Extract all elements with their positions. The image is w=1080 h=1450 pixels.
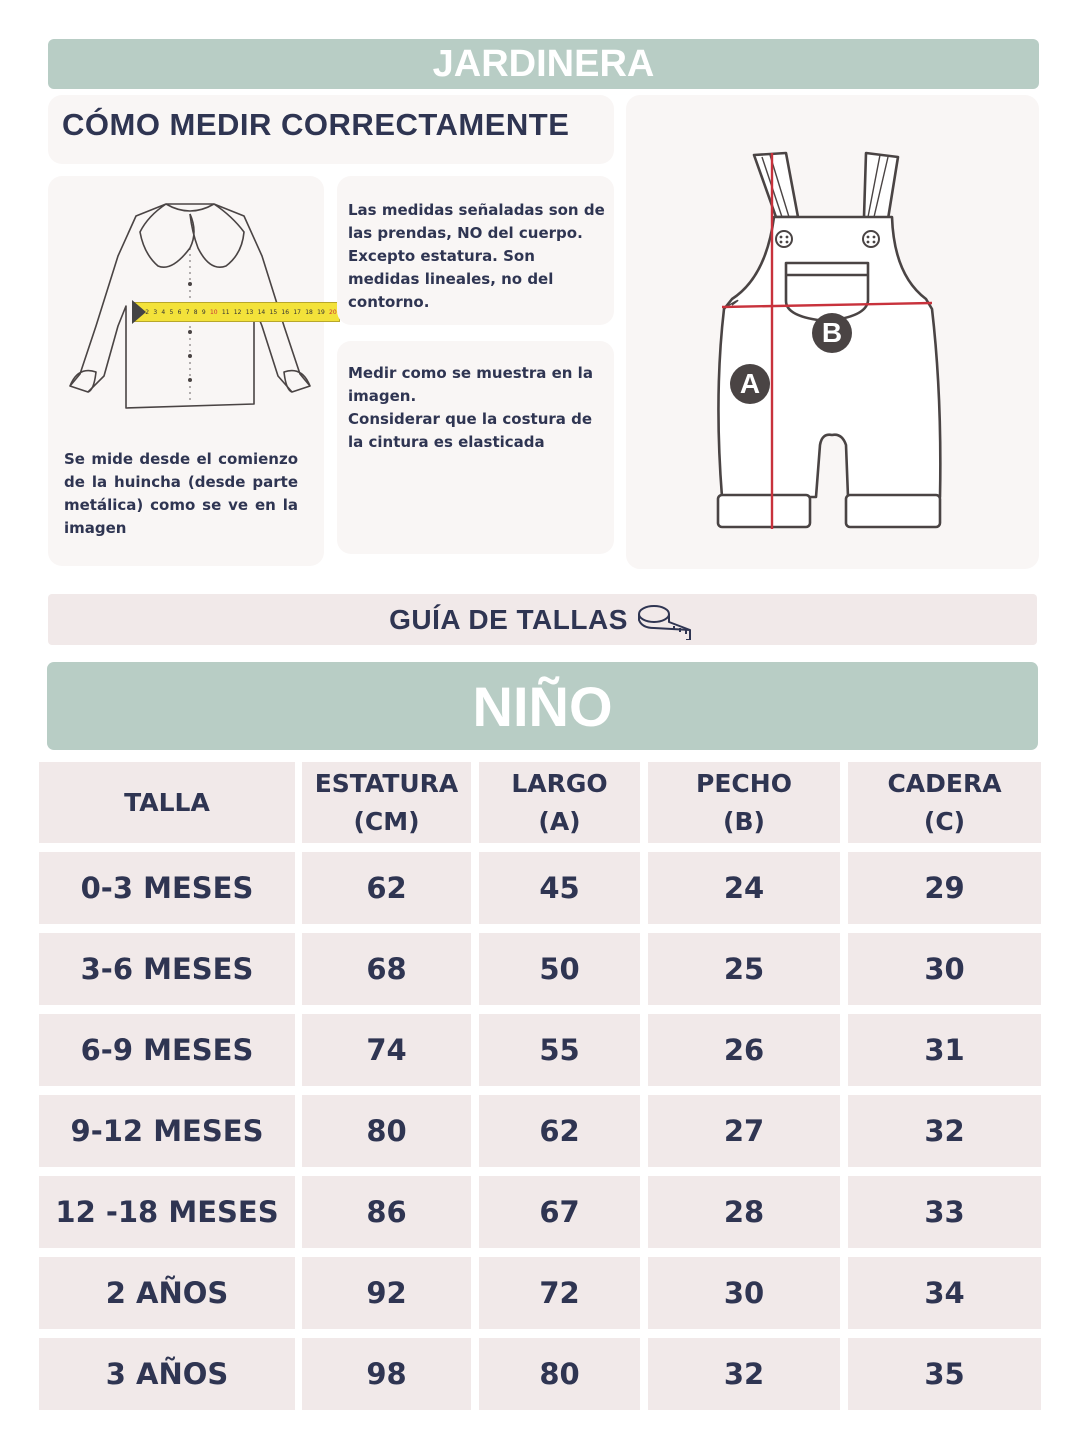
table-cell: 92 (302, 1257, 471, 1329)
header-pecho: PECHO (696, 768, 792, 798)
header-cell: CADERA (C) (848, 762, 1041, 843)
table-cell: 80 (302, 1095, 471, 1167)
header-pecho-code: (B) (723, 806, 765, 836)
table-cell: 28 (648, 1176, 840, 1248)
size-guide-label: GUÍA DE TALLAS (389, 603, 628, 635)
table-cell: 26 (648, 1014, 840, 1086)
table-cell: 72 (479, 1257, 640, 1329)
tape-number: 18 (305, 308, 313, 316)
table-cell: 2 AÑOS (39, 1257, 295, 1329)
table-cell: 35 (848, 1338, 1041, 1410)
tape-number: 13 (245, 308, 254, 316)
tape-number: 15 (269, 308, 278, 316)
tape-number: 7 (185, 308, 190, 316)
page-title: JARDINERA (432, 42, 655, 85)
measures-note-card: Las medidas señaladas son de las prendas… (337, 176, 614, 325)
tape-number: 2 (145, 308, 150, 316)
table-cell: 98 (302, 1338, 471, 1410)
header-largo: LARGO (511, 768, 608, 798)
shirt-illustration (69, 203, 311, 409)
tape-number: 20 (329, 308, 337, 316)
tape-number: 14 (257, 308, 266, 316)
tape-instruction-card: 1 2 3 4 5 6 7 8 9 10 11 12 13 14 15 16 1… (48, 176, 340, 566)
measuring-tape-icon (637, 604, 691, 640)
table-cell: 30 (648, 1257, 840, 1329)
header-cadera-code: (C) (923, 806, 966, 836)
table-cell: 33 (848, 1176, 1041, 1248)
table-cell: 80 (479, 1338, 640, 1410)
label-b: B (821, 317, 843, 348)
table-cell: 0-3 MESES (39, 852, 295, 924)
table-cell: 55 (479, 1014, 640, 1086)
table-cell: 68 (302, 933, 471, 1005)
table-cell: 32 (848, 1095, 1041, 1167)
table-cell: 24 (648, 852, 840, 924)
tape-number: 10 (209, 308, 218, 316)
header-cadera: CADERA (887, 768, 1002, 798)
image-note-card: Medir como se muestra en la imagen. Cons… (337, 341, 614, 554)
header-largo-code: (A) (538, 806, 581, 836)
header-cell: ESTATURA (CM) (302, 762, 471, 843)
table-cell: 32 (648, 1338, 840, 1410)
table-cell: 62 (479, 1095, 640, 1167)
section-title: NIÑO (472, 674, 613, 738)
overalls-illustration (716, 151, 942, 529)
tape-number: 12 (233, 308, 242, 316)
table-cell: 25 (648, 933, 840, 1005)
how-to-heading-card: CÓMO MEDIR CORRECTAMENTE (48, 95, 614, 164)
table-cell: 3-6 MESES (39, 933, 295, 1005)
table-cell: 6-9 MESES (39, 1014, 295, 1086)
table-cell: 29 (848, 852, 1041, 924)
table-cell: 62 (302, 852, 471, 924)
tape-metal-tip (132, 300, 146, 324)
table-cell: 67 (479, 1176, 640, 1248)
tape-note: Se mide desde el comienzo de la huincha … (64, 450, 298, 537)
tape-number: 3 (153, 308, 158, 316)
table-cell: 30 (848, 933, 1041, 1005)
tape-number: 6 (177, 308, 182, 316)
label-a: A (739, 368, 761, 399)
header-estatura-unit: (CM) (353, 806, 420, 836)
tape-number: 11 (221, 308, 230, 316)
table-cell: 50 (479, 933, 640, 1005)
measuring-tape: 1 2 3 4 5 6 7 8 9 10 11 12 13 14 15 16 1… (134, 302, 340, 322)
how-to-heading: CÓMO MEDIR CORRECTAMENTE (62, 107, 570, 142)
measures-note: Las medidas señaladas son de las prendas… (348, 201, 605, 311)
size-guide-bar: GUÍA DE TALLAS (48, 594, 1037, 645)
header-cell: PECHO (B) (648, 762, 840, 843)
tape-number: 19 (317, 308, 325, 316)
tape-number: 5 (169, 308, 174, 316)
tape-number: 9 (201, 308, 206, 316)
table-cell: 86 (302, 1176, 471, 1248)
table-cell: 9-12 MESES (39, 1095, 295, 1167)
table-cell: 3 AÑOS (39, 1338, 295, 1410)
tape-number: 4 (161, 308, 166, 316)
header-cell: LARGO (A) (479, 762, 640, 843)
tape-number: 17 (293, 308, 301, 316)
section-banner: NIÑO (47, 662, 1038, 750)
tape-number: 8 (193, 308, 198, 316)
image-note: Medir como se muestra en la imagen. (348, 364, 593, 405)
elastic-note: Considerar que la costura de la cintura … (348, 410, 593, 451)
title-banner: JARDINERA (48, 39, 1039, 89)
table-cell: 31 (848, 1014, 1041, 1086)
header-cell: TALLA (39, 762, 295, 843)
table-cell: 34 (848, 1257, 1041, 1329)
table-cell: 74 (302, 1014, 471, 1086)
table-cell: 27 (648, 1095, 840, 1167)
tape-number: 16 (281, 308, 290, 316)
header-estatura: ESTATURA (314, 768, 459, 798)
overalls-card: A B (626, 95, 1039, 569)
table-cell: 45 (479, 852, 640, 924)
header-talla: TALLA (124, 787, 210, 817)
table-cell: 12 -18 MESES (39, 1176, 295, 1248)
